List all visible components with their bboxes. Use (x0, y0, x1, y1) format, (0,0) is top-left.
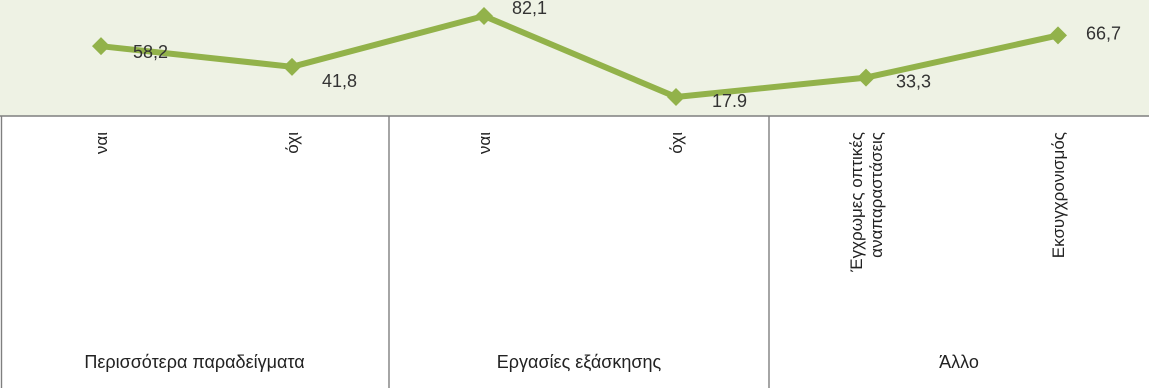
category-label-2: όχι (283, 132, 302, 154)
data-point-6 (1049, 26, 1067, 45)
data-label-3: 82,1 (512, 0, 547, 18)
series-line (98, 13, 1061, 100)
group-label-2: Εργασίες εξάσκησης (497, 352, 662, 372)
category-label-5: Έγχρωμες οπτικέςαναπαραστάσεις (847, 132, 886, 273)
data-label-2: 41,8 (322, 71, 357, 91)
category-label-6: Εκσυγχρονισμός (1049, 132, 1068, 258)
group-labels: Περισσότερα παραδείγματα Εργασίες εξάσκησ… (84, 352, 979, 372)
data-point-4 (667, 88, 685, 106)
data-label-6: 66,7 (1086, 23, 1121, 43)
category-labels: ναι όχι ναι όχι Έγχρωμες οπτικέςαναπαραστάσε… (92, 132, 1068, 273)
group-label-3: Άλλο (939, 352, 979, 372)
plot-area (0, 0, 1149, 116)
data-label-1: 58,2 (133, 42, 168, 62)
data-label-4: 17.9 (712, 91, 747, 111)
group-label-1: Περισσότερα παραδείγματα (84, 352, 304, 372)
data-label-5: 33,3 (896, 72, 931, 92)
data-labels: 58,2 41,8 82,1 17.9 33,3 66,7 (133, 0, 1121, 111)
data-point-5 (857, 68, 875, 87)
series-layer (92, 7, 1067, 106)
category-label-3: ναι (475, 132, 494, 154)
data-point-2 (283, 57, 301, 76)
category-label-1: ναι (92, 132, 111, 154)
category-dividers (0, 115, 1149, 388)
category-label-4: όχι (667, 132, 686, 154)
data-point-1 (92, 37, 110, 56)
data-point-3 (475, 7, 493, 25)
